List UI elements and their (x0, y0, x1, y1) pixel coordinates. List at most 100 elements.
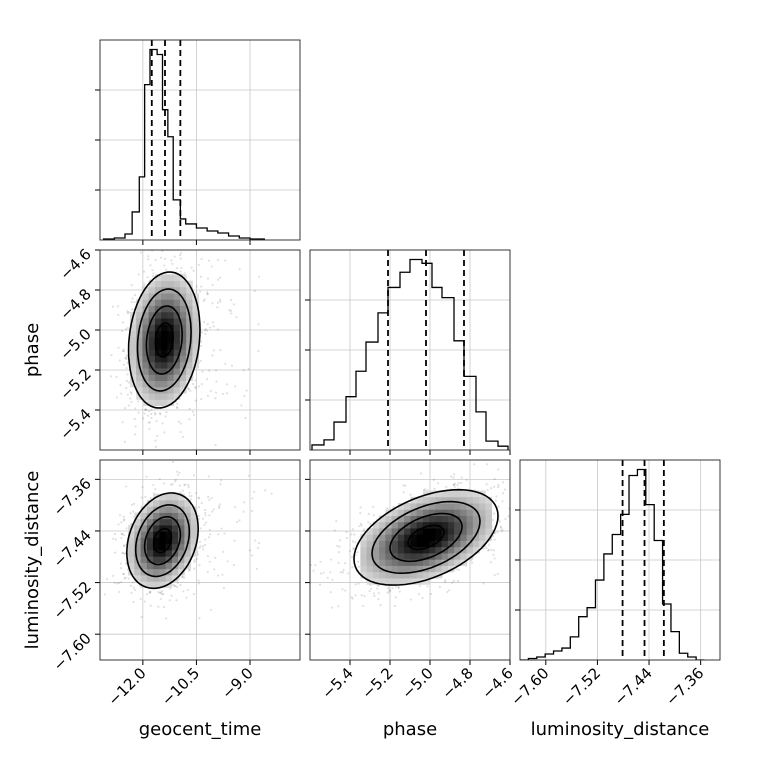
scatter-point (120, 521, 123, 524)
density-cell (447, 565, 455, 573)
density-cell (173, 274, 181, 282)
scatter-point (499, 525, 502, 528)
scatter-point (159, 413, 162, 416)
density-cell (466, 534, 474, 541)
density-cell (454, 496, 461, 504)
scatter-point (173, 255, 176, 258)
density-cell (366, 534, 374, 541)
scatter-point (339, 571, 342, 574)
scatter-point (200, 397, 203, 401)
density-cell (165, 531, 173, 538)
density-cell (148, 318, 156, 325)
density-cell (184, 525, 192, 532)
density-cell (460, 515, 468, 523)
scatter-point (187, 485, 190, 489)
scatter-point (163, 257, 167, 260)
scatter-point (207, 495, 210, 498)
density-cell (190, 537, 198, 545)
density-cell (385, 534, 393, 541)
scatter-point (197, 579, 200, 582)
density-cell (186, 330, 193, 338)
scatter-point (115, 375, 118, 378)
density-cell (192, 343, 200, 350)
scatter-point (201, 370, 204, 373)
scatter-point (145, 475, 148, 478)
density-cell (466, 490, 474, 498)
scatter-point (251, 497, 254, 500)
density-cell (422, 515, 430, 523)
scatter-point (176, 585, 179, 589)
scatter-point (497, 486, 500, 489)
scatter-point (386, 506, 389, 510)
density-cell (379, 559, 386, 566)
density-cell (167, 399, 175, 407)
scatter-point (187, 387, 190, 390)
scatter-point (144, 408, 147, 411)
density-cell (148, 374, 156, 382)
density-cell (441, 540, 449, 548)
scatter-point (212, 349, 215, 352)
density-cell (391, 515, 399, 523)
scatter-point (372, 592, 376, 595)
density-cell (159, 543, 167, 551)
scatter-point (235, 316, 238, 319)
density-cell (129, 374, 137, 382)
density-cell (416, 509, 424, 516)
scatter-point (376, 584, 379, 587)
density-cell (454, 521, 461, 529)
scatter-point (189, 389, 192, 392)
density-cell (165, 562, 173, 570)
density-cell (146, 506, 154, 513)
scatter-point (113, 551, 117, 554)
scatter-point (148, 409, 151, 413)
density-cell (178, 537, 185, 545)
density-cell (186, 368, 193, 375)
scatter-point (188, 569, 191, 572)
y-tick-label: −5.4 (56, 405, 94, 443)
scatter-point (206, 293, 209, 296)
scatter-point (181, 489, 185, 492)
scatter-point (133, 588, 137, 592)
density-cell (391, 559, 399, 566)
scatter-point (140, 615, 143, 619)
scatter-point (460, 476, 463, 479)
panel-frame-joint-phase-luminosity_distance (309, 459, 511, 661)
density-cell (173, 343, 181, 350)
density-cell (192, 355, 200, 363)
scatter-point (501, 492, 505, 495)
density-cell (167, 274, 175, 282)
density-cell (184, 543, 192, 551)
density-cell (479, 509, 486, 516)
density-cell (148, 399, 156, 407)
scatter-point (368, 590, 371, 593)
scatter-point (197, 506, 201, 509)
density-cell (161, 361, 168, 369)
density-cell (146, 568, 154, 576)
density-cell (153, 537, 160, 545)
scatter-point (493, 557, 496, 560)
density-cell (148, 368, 156, 375)
scatter-point (343, 562, 347, 565)
y-axis-label: luminosity_distance (22, 471, 43, 650)
scatter-point (453, 579, 456, 582)
scatter-point (230, 312, 233, 315)
density-cell (404, 578, 411, 585)
density-cell (397, 546, 405, 554)
density-cell (460, 521, 468, 529)
density-cell (366, 553, 374, 560)
density-cell (148, 393, 156, 400)
density-cell (142, 349, 150, 357)
scatter-point (208, 528, 211, 531)
scatter-point (121, 572, 125, 576)
density-cell (479, 528, 486, 535)
scatter-point (168, 587, 172, 590)
scatter-point (367, 521, 370, 524)
density-cell (186, 336, 193, 344)
density-cell (142, 368, 150, 375)
scatter-point (500, 526, 503, 529)
scatter-point (115, 396, 119, 399)
scatter-point (204, 521, 208, 524)
scatter-point (214, 369, 218, 372)
scatter-point (373, 594, 376, 598)
scatter-point (465, 478, 468, 482)
